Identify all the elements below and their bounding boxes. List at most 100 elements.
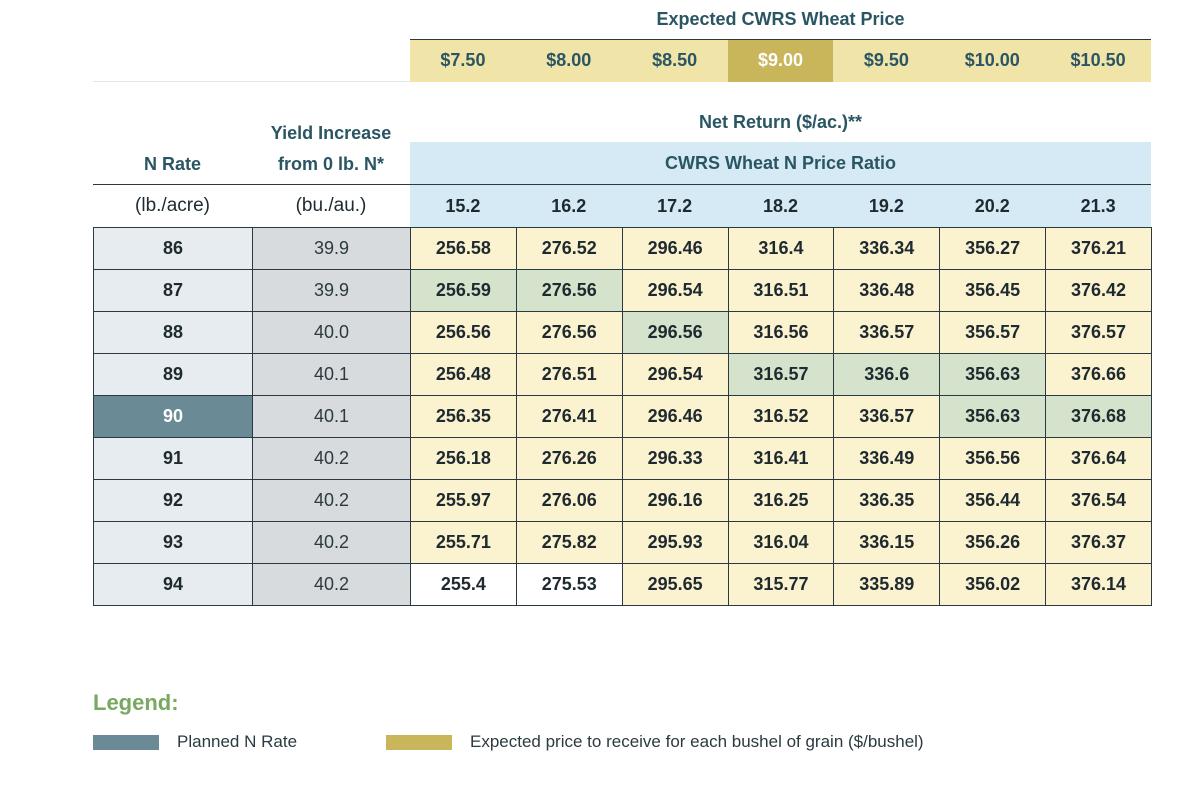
net-return-cell: 276.06	[515, 479, 623, 522]
net-return-cell: 255.71	[410, 521, 517, 564]
table-row: 87 39.9 256.59 276.56 296.54 316.51 336.48 356.…	[93, 269, 1152, 312]
ratio-values-row: 15.2 16.2 17.2 18.2 19.2 20.2 21.3	[410, 185, 1151, 227]
ratio-cell: 19.2	[868, 196, 904, 216]
net-return-cell: 295.93	[621, 521, 729, 564]
yield-unit: (bu./au.)	[295, 195, 367, 216]
net-return-cell: 356.02	[939, 563, 1047, 606]
yield-cell: 40.2	[252, 563, 411, 606]
net-return-cell: 376.64	[1045, 437, 1152, 480]
net-return-cell: 276.26	[515, 437, 623, 480]
net-return-cell: 376.54	[1045, 479, 1152, 522]
n-rate-cell: 92	[93, 479, 253, 522]
n-rate-cell: 94	[93, 563, 253, 606]
net-return-cell: 336.15	[833, 521, 941, 564]
price-cell: $9.50	[833, 40, 940, 82]
net-return-cell: 316.51	[727, 269, 835, 312]
price-swatch	[386, 735, 452, 750]
planned-rate-swatch	[93, 735, 159, 750]
n-rate-cell: 88	[93, 311, 253, 354]
net-return-cell: 336.57	[833, 311, 941, 354]
net-return-cell: 275.82	[515, 521, 623, 564]
net-return-cell: 256.48	[410, 353, 517, 396]
ratio-cell: 16.2	[551, 196, 587, 216]
n-rate-cell: 89	[93, 353, 253, 396]
yield-header-line1: Yield Increase	[270, 123, 392, 143]
yield-cell: 40.0	[252, 311, 411, 354]
net-return-cell: 296.56	[621, 311, 729, 354]
net-return-table: 86 39.9 256.58 276.52 296.46 316.4 336.34 356.2…	[93, 227, 1152, 606]
price-label: Expected price to receive for each bushe…	[470, 732, 924, 751]
table-row: 91 40.2 256.18 276.26 296.33 316.41 336.49 356.…	[93, 437, 1152, 480]
net-return-cell: 256.59	[410, 269, 517, 312]
net-return-cell: 376.14	[1045, 563, 1152, 606]
net-return-cell: 256.58	[410, 227, 517, 270]
price-cell: $9.00	[727, 40, 834, 82]
net-return-cell: 276.56	[515, 269, 623, 312]
net-return-cell: 276.56	[515, 311, 623, 354]
net-return-cell: 316.52	[727, 395, 835, 438]
price-header-title: Expected CWRS Wheat Price	[656, 9, 905, 29]
yield-cell: 39.9	[252, 227, 411, 270]
net-return-cell: 356.26	[939, 521, 1047, 564]
net-return-cell: 336.49	[833, 437, 941, 480]
net-return-cell: 336.35	[833, 479, 941, 522]
price-row: $7.50 $8.00 $8.50 $9.00 $9.50 $10.00 $10.50	[410, 39, 1152, 82]
price-cell: $7.50	[410, 40, 516, 82]
net-return-cell: 356.27	[939, 227, 1047, 270]
ratio-cell: 15.2	[445, 196, 481, 216]
net-return-cell: 296.54	[621, 269, 729, 312]
net-return-cell: 356.63	[939, 395, 1047, 438]
net-return-cell: 276.52	[515, 227, 623, 270]
net-return-cell: 276.51	[515, 353, 623, 396]
table-row: 86 39.9 256.58 276.52 296.46 316.4 336.34 356.2…	[93, 227, 1152, 270]
net-return-cell: 255.97	[410, 479, 517, 522]
net-return-cell: 376.42	[1045, 269, 1152, 312]
net-return-cell: 316.56	[727, 311, 835, 354]
net-return-cell: 376.68	[1045, 395, 1152, 438]
n-rate-cell: 87	[93, 269, 253, 312]
price-cell: $8.50	[621, 40, 728, 82]
net-return-cell: 315.77	[727, 563, 835, 606]
ratio-cell: 21.3	[1080, 196, 1116, 216]
n-rate-cell: 93	[93, 521, 253, 564]
net-return-cell: 316.25	[727, 479, 835, 522]
net-return-cell: 316.4	[727, 227, 835, 270]
net-return-cell: 356.44	[939, 479, 1047, 522]
planned-rate-label: Planned N Rate	[177, 732, 298, 751]
net-return-cell: 316.57	[727, 353, 835, 396]
yield-cell: 40.1	[252, 395, 411, 438]
yield-cell: 40.2	[252, 437, 411, 480]
ratio-band	[410, 142, 1151, 185]
top-separator	[93, 81, 410, 82]
net-return-cell: 376.37	[1045, 521, 1152, 564]
table-row: 88 40.0 256.56 276.56 296.56 316.56 336.57 356.…	[93, 311, 1152, 354]
net-return-cell: 336.48	[833, 269, 941, 312]
header-divider	[93, 184, 1151, 185]
price-cell: $10.50	[1045, 40, 1152, 82]
net-return-cell: 336.6	[833, 353, 941, 396]
net-return-cell: 296.33	[621, 437, 729, 480]
table-row: 92 40.2 255.97 276.06 296.16 316.25 336.35 356.…	[93, 479, 1152, 522]
ratio-title: CWRS Wheat N Price Ratio	[664, 153, 897, 173]
ratio-cell: 20.2	[974, 196, 1010, 216]
yield-cell: 40.1	[252, 353, 411, 396]
net-return-cell: 356.63	[939, 353, 1047, 396]
yield-increase-header: Yield Increase from 0 lb. N*	[252, 118, 410, 182]
net-return-cell: 275.53	[515, 563, 623, 606]
net-return-cell: 376.21	[1045, 227, 1152, 270]
net-return-cell: 296.16	[621, 479, 729, 522]
table-row: 94 40.2 255.4 275.53 295.65 315.77 335.89 356.0…	[93, 563, 1152, 606]
table-row: 90 40.1 256.35 276.41 296.46 316.52 336.57 356.…	[93, 395, 1152, 438]
n-rate-header: N Rate	[143, 154, 201, 174]
yield-cell: 40.2	[252, 521, 411, 564]
net-return-cell: 296.54	[621, 353, 729, 396]
table-row: 89 40.1 256.48 276.51 296.54 316.57 336.6 356.6…	[93, 353, 1152, 396]
n-rate-unit: (lb./acre)	[135, 195, 210, 216]
net-return-cell: 256.18	[410, 437, 517, 480]
price-cell: $10.00	[939, 40, 1046, 82]
ratio-cell: 18.2	[762, 196, 799, 216]
net-return-cell: 295.65	[621, 563, 729, 606]
n-rate-cell: 86	[93, 227, 253, 270]
units-row: (lb./acre) (bu./au.) 15.2 16.2 17.2 18.2 19.…	[93, 185, 1151, 227]
yield-header-line2: from 0 lb. N*	[277, 154, 384, 174]
